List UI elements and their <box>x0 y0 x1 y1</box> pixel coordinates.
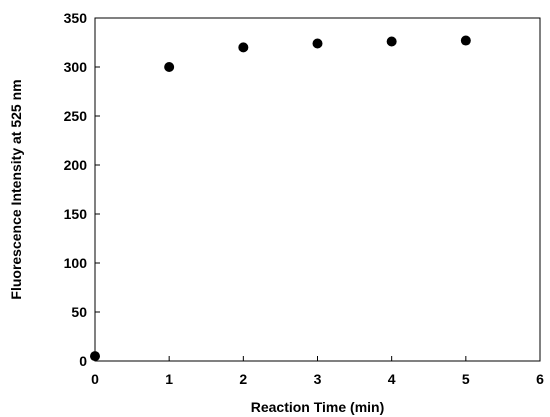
y-tick-label: 200 <box>64 157 88 173</box>
y-tick-label: 300 <box>64 59 88 75</box>
plot-area-frame <box>94 17 541 362</box>
x-tick-label: 3 <box>314 371 322 387</box>
data-point <box>238 42 249 53</box>
x-axis-ticks: 0 1 2 3 4 5 6 <box>91 356 544 387</box>
y-tick-label: 100 <box>64 255 88 271</box>
x-tick-label: 6 <box>536 371 544 387</box>
y-axis-ticks: 0 50 100 150 200 250 300 350 <box>64 10 100 369</box>
y-axis-title: Fluorescence Intensity at 525 nm <box>8 79 24 299</box>
x-axis-title: Reaction Time (min) <box>251 399 385 415</box>
data-point <box>460 35 471 46</box>
y-tick-label: 250 <box>64 108 88 124</box>
x-tick-label: 0 <box>91 371 99 387</box>
data-points <box>90 35 471 362</box>
data-point <box>164 62 175 72</box>
x-tick-label: 4 <box>388 371 396 387</box>
y-tick-label: 350 <box>64 10 88 26</box>
x-tick-label: 2 <box>239 371 247 387</box>
y-tick-label: 150 <box>64 206 88 222</box>
y-tick-label: 0 <box>79 353 87 369</box>
x-tick-label: 1 <box>165 371 173 387</box>
y-tick-label: 50 <box>71 304 87 320</box>
x-tick-label: 5 <box>462 371 470 387</box>
data-point <box>312 38 323 49</box>
plot-border <box>94 17 541 362</box>
data-point <box>386 36 397 47</box>
data-point <box>90 351 100 362</box>
